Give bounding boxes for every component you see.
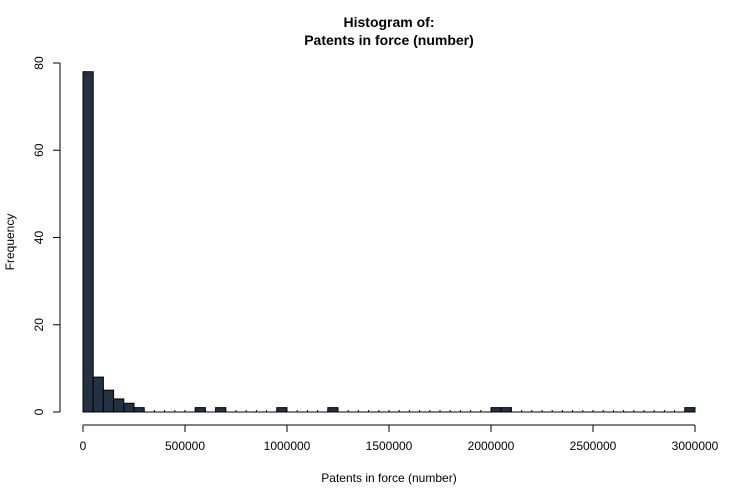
x-tick-label: 1000000 [264, 439, 311, 453]
histogram-bar [133, 407, 145, 413]
bars-layer [82, 71, 696, 413]
x-tick-label: 0 [80, 439, 87, 453]
histogram-bar [500, 407, 512, 413]
y-axis: 0 20 40 60 80 [32, 56, 61, 415]
histogram-bar [92, 376, 104, 413]
x-tick-label: 2500000 [570, 439, 617, 453]
y-axis-label: Frequency [3, 214, 17, 271]
histogram-bar [194, 407, 206, 413]
x-tick-label: 2000000 [468, 439, 515, 453]
y-tick-label: 0 [32, 408, 46, 415]
y-tick-label: 60 [32, 143, 46, 157]
x-tick-label: 3000000 [672, 439, 719, 453]
histogram-bar [490, 407, 502, 413]
y-tick-label: 20 [32, 318, 46, 332]
chart-title-line1: Histogram of: [344, 14, 435, 30]
y-tick-label: 40 [32, 231, 46, 245]
histogram-bar [215, 407, 227, 413]
x-axis-label: Patents in force (number) [321, 471, 456, 485]
histogram-bar [327, 407, 339, 413]
histogram-bar [276, 407, 288, 413]
histogram-bar [113, 398, 125, 413]
x-axis: 0 500000 1000000 1500000 2000000 2500000 30000… [80, 424, 719, 453]
x-tick-label: 500000 [165, 439, 205, 453]
x-tick-label: 1500000 [366, 439, 413, 453]
histogram-bar [102, 389, 115, 413]
histogram-bar [123, 402, 135, 413]
histogram-bar [82, 71, 94, 413]
histogram-bar [684, 407, 696, 413]
y-tick-label: 80 [32, 56, 46, 70]
chart-title-line2: Patents in force (number) [304, 32, 474, 48]
